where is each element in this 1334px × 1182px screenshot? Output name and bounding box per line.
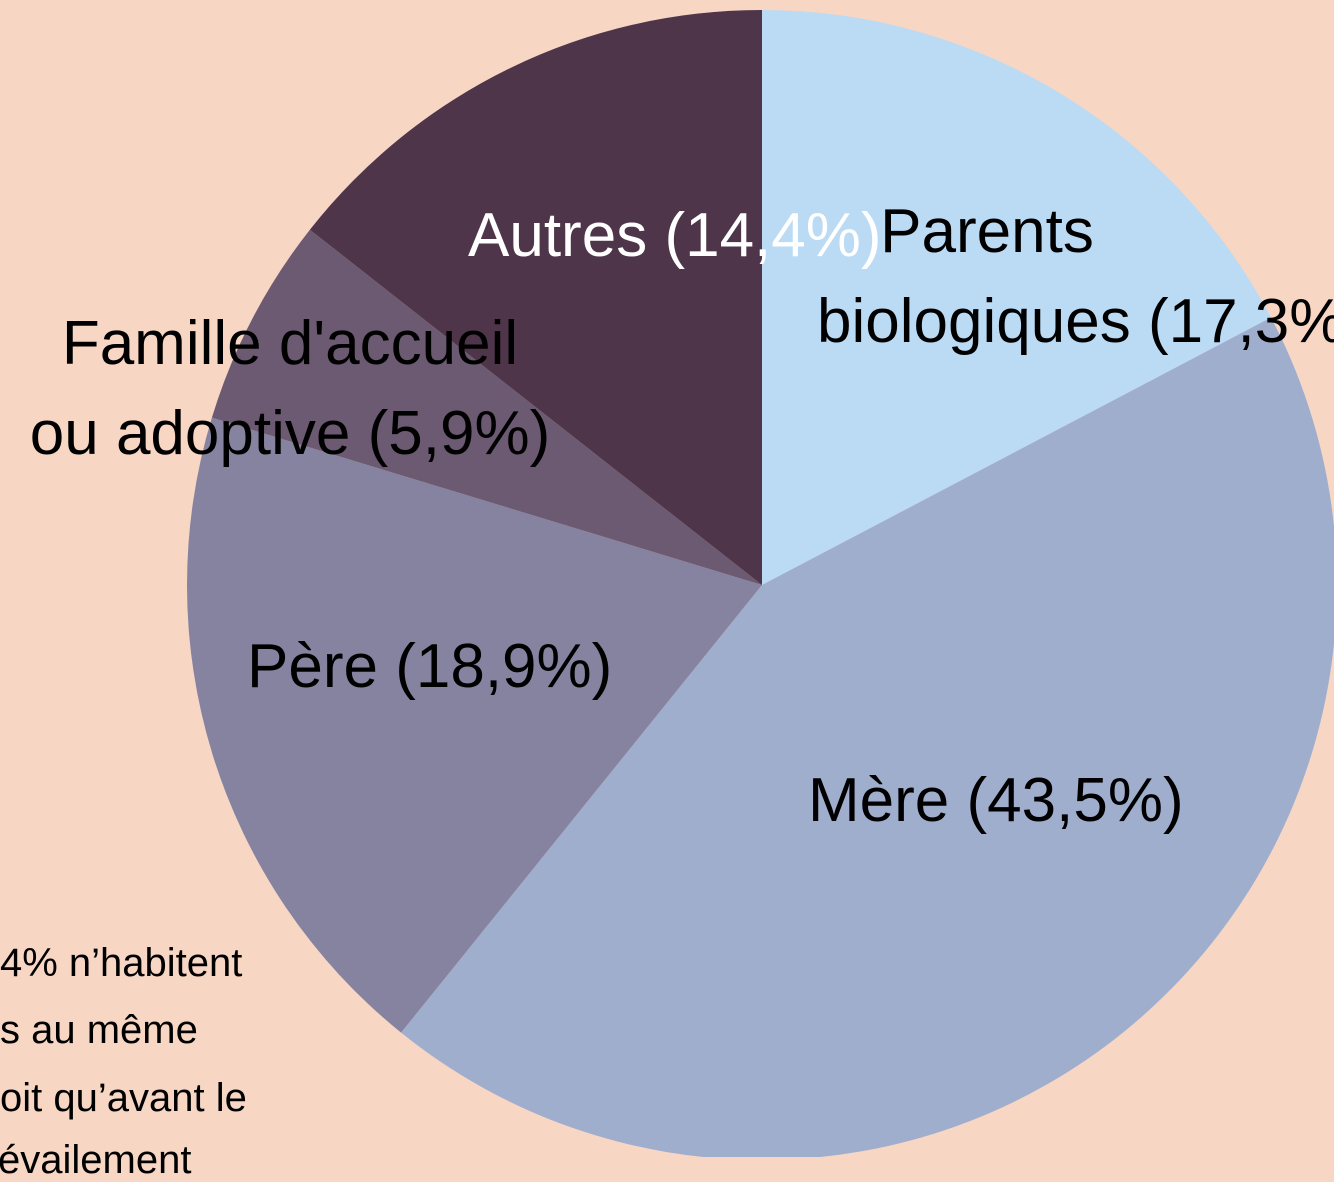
annotation-line: oit qu’avant le [0, 1076, 247, 1120]
annotation-line: s au même [0, 1008, 198, 1052]
slice-label: Parents biologiques (17,3%) [817, 187, 1334, 367]
value-label: (43,5%) [966, 766, 1184, 835]
category-label: Parents biologiques [817, 197, 1131, 356]
value-label: (18,9%) [395, 632, 613, 701]
annotation-line: évailement [0, 1138, 192, 1182]
category-label: Père [247, 632, 378, 701]
pie-slice [762, 10, 1272, 585]
annotation-line: 4% n’habitent [0, 941, 243, 985]
category-label: Autres [468, 201, 648, 270]
value-label: (14,4%) [664, 201, 882, 270]
page: (() => { const data = JSON.parse(documen… [0, 10, 1334, 1180]
pie-slice [309, 10, 762, 585]
value-label: (17,3%) [1147, 287, 1334, 356]
slice-label: Mère (43,5%) [808, 756, 1184, 846]
chart [186, 10, 1334, 1157]
slice-label: Père (18,9%) [247, 622, 612, 712]
pie-slice [186, 417, 763, 1033]
slice-label: Famille d'accueil ou adoptive (5,9%) [25, 299, 555, 479]
category-label: Mère [808, 766, 950, 835]
pie-slice [401, 317, 1334, 1157]
slice-label: Autres (14,4%) [468, 191, 882, 281]
value-label: (5,9%) [367, 399, 551, 468]
pie-slice [211, 229, 762, 586]
category-label: Famille d'accueil ou adoptive [29, 309, 519, 468]
